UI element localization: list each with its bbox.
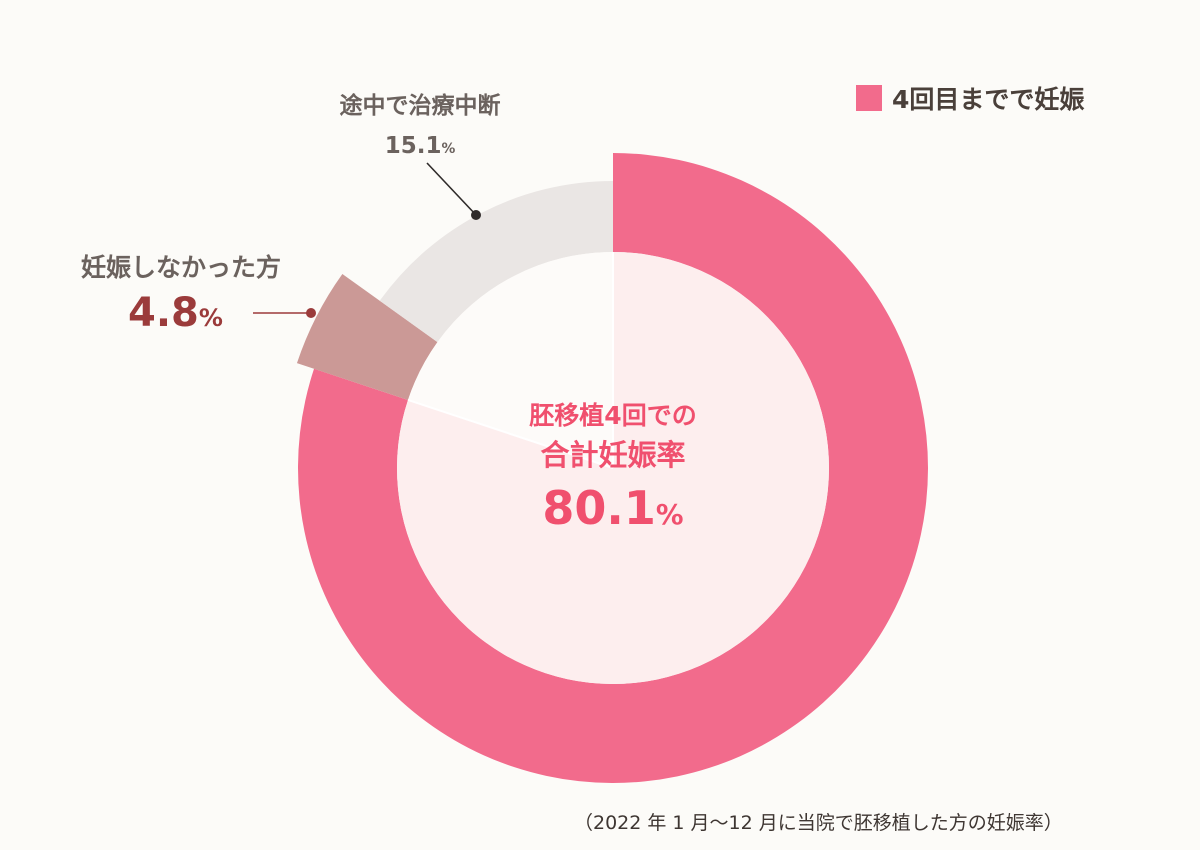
leader-dot-not-pregnant	[306, 308, 316, 318]
center-label: 胚移植4回での 合計妊娠率 80.1%	[463, 398, 763, 547]
leader-line-discontinued	[426, 162, 477, 216]
donut-slice	[298, 153, 928, 783]
footnote: （2022 年 1 月〜12 月に当院で胚移植した方の妊娠率）	[574, 812, 1063, 834]
slice-label-discontinued-name: 途中で治療中断	[339, 93, 501, 119]
slice-label-discontinued-value: 15.1%	[384, 133, 456, 159]
donut-slice	[379, 181, 613, 343]
slice-label-not-pregnant-value: 4.8%	[128, 290, 223, 336]
inner-divider	[407, 399, 614, 469]
leader-dot-discontinued	[471, 210, 481, 220]
legend-swatch	[856, 85, 882, 111]
legend-label: 4回目までで妊娠	[892, 85, 1085, 114]
slice-label-discontinued: 途中で治療中断 15.1%	[300, 86, 540, 169]
center-line1: 胚移植4回での	[529, 401, 697, 430]
slice-label-not-pregnant-name: 妊娠しなかった方	[80, 253, 281, 282]
donut-slice	[296, 273, 438, 400]
slice-label-not-pregnant: 妊娠しなかった方	[50, 248, 312, 284]
inner-wedge	[437, 252, 613, 468]
center-value: 80.1%	[542, 481, 684, 535]
inner-wedge	[407, 342, 613, 468]
legend: 4回目までで妊娠	[856, 80, 1084, 116]
center-line2: 合計妊娠率	[540, 438, 686, 472]
